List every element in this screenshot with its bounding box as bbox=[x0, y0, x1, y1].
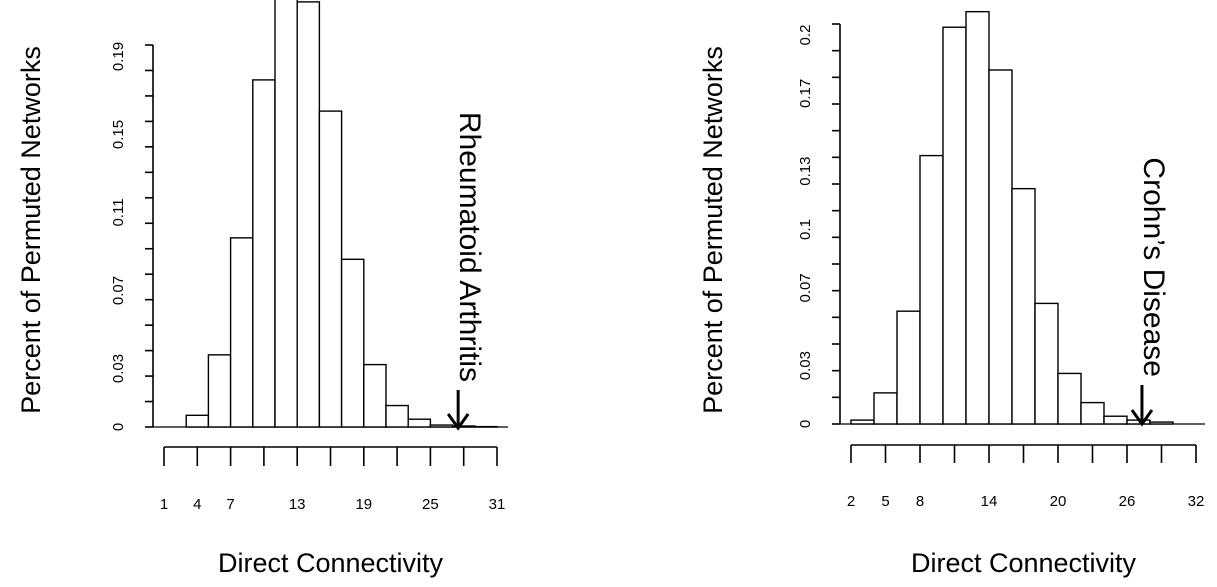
x-tick-label: 19 bbox=[355, 496, 372, 513]
y-tick-label: 0.03 bbox=[797, 351, 814, 380]
histogram-bar bbox=[1034, 302, 1059, 425]
x-tick-label: 13 bbox=[289, 496, 306, 513]
y-tick-label: 0 bbox=[797, 420, 814, 428]
x-tick-label: 31 bbox=[489, 496, 506, 513]
histogram-bar bbox=[407, 418, 432, 428]
histogram-bar bbox=[896, 310, 921, 425]
x-tick-label: 2 bbox=[847, 493, 855, 510]
histogram-bar bbox=[207, 354, 232, 428]
histogram-bar bbox=[873, 392, 898, 425]
y-tick-label: 0.03 bbox=[110, 354, 127, 383]
x-tick-label: 1 bbox=[160, 496, 168, 513]
histogram-bar bbox=[318, 110, 343, 428]
y-tick-label: 0.07 bbox=[110, 276, 127, 305]
histogram-bar bbox=[274, 0, 298, 428]
histogram-bar bbox=[363, 363, 387, 428]
annotation-label: Rheumatoid Arthritis bbox=[453, 112, 486, 382]
y-axis-title: Percent of Permuted Networks bbox=[698, 46, 728, 414]
x-tick-label: 25 bbox=[422, 496, 439, 513]
histogram-bar bbox=[1057, 372, 1082, 425]
histogram-bar bbox=[1103, 415, 1128, 425]
histogram-bar bbox=[385, 404, 409, 428]
histogram-bar bbox=[965, 10, 990, 425]
histogram-bar bbox=[1080, 401, 1105, 425]
annotation-label: Crohn’s Disease bbox=[1137, 157, 1170, 377]
histogram-bar bbox=[340, 258, 365, 428]
histogram-bar bbox=[919, 154, 944, 425]
y-tick-label: 0.1 bbox=[797, 219, 814, 240]
x-tick-label: 5 bbox=[881, 493, 889, 510]
histogram-bar bbox=[296, 1, 321, 428]
y-tick-label: 0 bbox=[110, 423, 127, 431]
y-tick-label: 0.19 bbox=[110, 42, 127, 71]
chart-rheumatoid-arthritis: 0 0.03 0.07 0.11 0.15 0.19 1 4 7 13 19 25 31 Direct C… bbox=[16, 0, 508, 578]
histogram-bar bbox=[252, 79, 276, 428]
y-tick-label: 0.13 bbox=[797, 157, 814, 186]
y-axis-title: Percent of Permuted Networks bbox=[16, 46, 46, 414]
chart-crohns-disease: 0 0.03 0.07 0.1 0.13 0.17 0.2 2 5 8 14 20 26 32 Direct… bbox=[698, 10, 1205, 578]
histogram-bar bbox=[850, 419, 875, 425]
y-tick-label: 0.15 bbox=[110, 120, 127, 149]
histogram-bar bbox=[988, 69, 1013, 425]
x-tick-label: 32 bbox=[1188, 493, 1205, 510]
annotation-arrow-head bbox=[1130, 409, 1154, 427]
histogram-bar bbox=[185, 414, 210, 428]
x-tick-label: 8 bbox=[916, 493, 924, 510]
histogram-bar bbox=[429, 424, 454, 428]
y-tick-label: 0.11 bbox=[110, 198, 127, 226]
y-tick-label: 0.17 bbox=[797, 79, 814, 108]
x-tick-label: 20 bbox=[1050, 493, 1067, 510]
x-tick-label: 14 bbox=[981, 493, 998, 510]
y-tick-label: 0.2 bbox=[797, 25, 814, 46]
x-tick-label: 26 bbox=[1119, 493, 1136, 510]
y-tick-label: 0.07 bbox=[797, 273, 814, 302]
histogram-bar bbox=[1149, 421, 1174, 425]
x-axis-title: Direct Connectivity bbox=[911, 548, 1137, 578]
annotation-arrow-head bbox=[446, 413, 470, 431]
x-axis-title: Direct Connectivity bbox=[218, 548, 444, 578]
x-tick-label: 4 bbox=[193, 496, 201, 513]
x-tick-label: 7 bbox=[226, 496, 234, 513]
histogram-bar bbox=[229, 237, 254, 428]
histogram-bar bbox=[942, 26, 967, 425]
histogram-bar bbox=[1011, 187, 1036, 425]
